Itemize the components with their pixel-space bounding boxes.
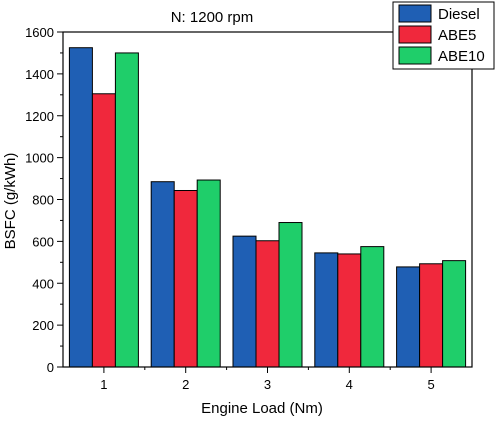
y-tick-label-1200: 1200 — [25, 109, 54, 124]
x-tick-label-5: 5 — [427, 377, 434, 392]
y-tick-label-600: 600 — [32, 234, 54, 249]
bar-abe5-2 — [173, 189, 198, 368]
chart-title: N: 1200 rpm — [171, 9, 254, 26]
axes-group: 0 200 400 600 800 1000 1200 1400 1600 1 2 3 4 5 — [25, 25, 473, 392]
y-tick-label-0: 0 — [47, 360, 54, 375]
legend-label-abe5: ABE5 — [438, 27, 476, 44]
y-tick-label-1600: 1600 — [25, 25, 54, 40]
x-axis-label: Engine Load (Nm) — [201, 400, 323, 417]
bar-abe5-3 — [255, 240, 280, 368]
y-tick-label-1400: 1400 — [25, 67, 54, 82]
x-tick-label-2: 2 — [182, 377, 189, 392]
bar-abe10-1 — [114, 52, 139, 368]
x-tick-label-3: 3 — [264, 377, 271, 392]
bar-abe10-3 — [278, 222, 303, 368]
x-tick-label-4: 4 — [346, 377, 353, 392]
bar-abe5-4 — [337, 253, 362, 368]
bar-diesel-1 — [68, 47, 93, 368]
legend: Diesel ABE5 ABE10 — [392, 1, 495, 70]
bar-diesel-5 — [396, 266, 421, 368]
x-tick-label-1: 1 — [100, 377, 107, 392]
bar-diesel-4 — [314, 252, 339, 368]
bar-abe10-4 — [360, 246, 385, 368]
bar-abe5-1 — [91, 93, 116, 368]
bar-abe10-5 — [442, 260, 467, 368]
y-tick-label-200: 200 — [32, 318, 54, 333]
bar-abe5-5 — [419, 263, 444, 368]
legend-swatch-diesel — [398, 4, 432, 23]
legend-label-abe10: ABE10 — [438, 48, 485, 65]
bar-abe10-2 — [196, 179, 221, 368]
bar-diesel-3 — [232, 235, 257, 368]
legend-swatch-abe5 — [398, 25, 432, 44]
y-axis-label: BSFC (g/kWh) — [2, 153, 19, 250]
bar-diesel-2 — [150, 181, 175, 368]
legend-label-diesel: Diesel — [438, 6, 480, 23]
y-tick-label-1000: 1000 — [25, 151, 54, 166]
y-tick-label-400: 400 — [32, 276, 54, 291]
bars-group — [68, 47, 467, 368]
y-tick-label-800: 800 — [32, 193, 54, 208]
legend-swatch-abe10 — [398, 46, 432, 65]
